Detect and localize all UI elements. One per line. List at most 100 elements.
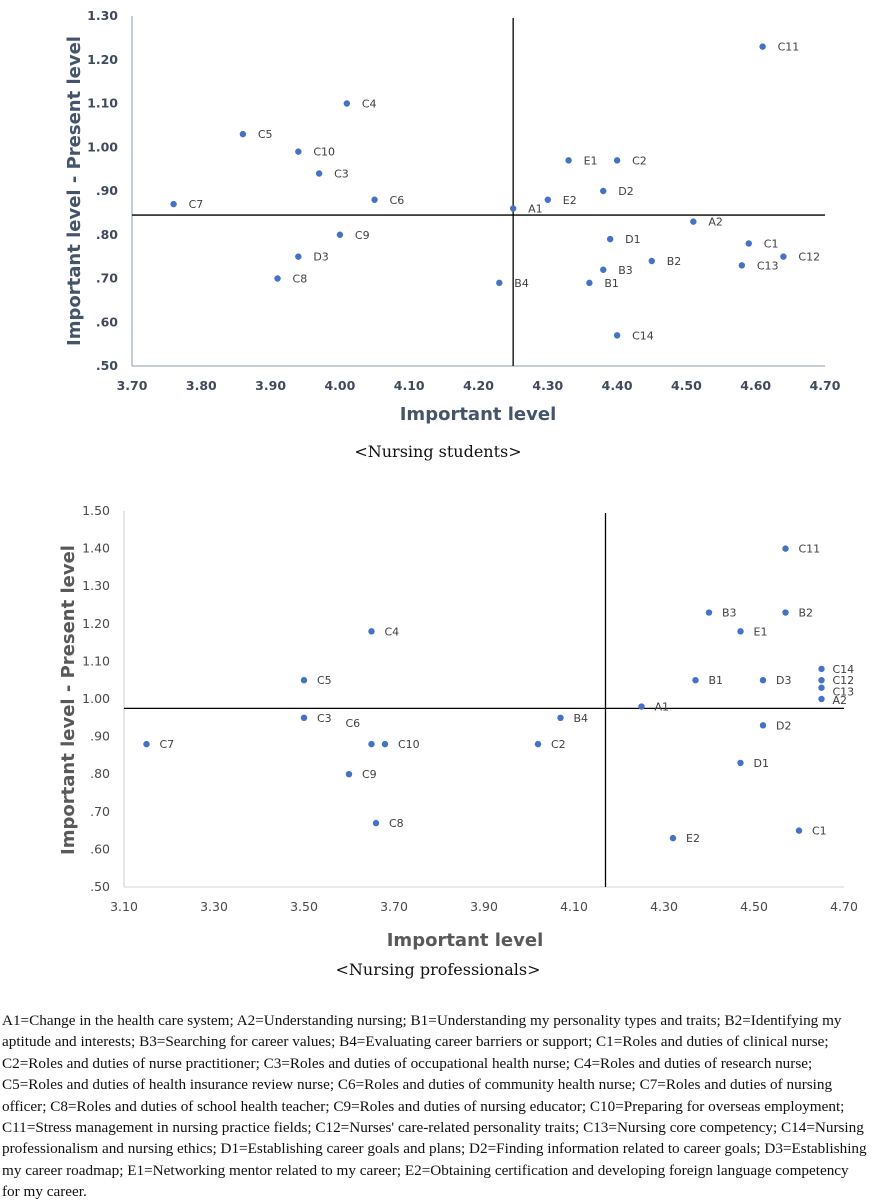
- data-label-c8: C8: [389, 817, 404, 830]
- scatter-chart-nursing-students: Important level - Present level Importan…: [64, 8, 841, 425]
- y-tick-label: 1.50: [82, 503, 110, 518]
- data-point-c3: [300, 714, 308, 721]
- data-point-b1: [586, 279, 593, 287]
- data-point-c11: [782, 545, 789, 552]
- data-label-c11: C11: [778, 41, 800, 54]
- data-label-c2: C2: [551, 738, 566, 751]
- y-tick-label: .70: [96, 271, 118, 286]
- data-point-c11: [759, 43, 766, 50]
- y-tick-label: 1.30: [87, 8, 118, 23]
- data-point-d3: [295, 253, 302, 260]
- y-tick-label: .80: [90, 766, 110, 781]
- data-point-c12: [818, 677, 825, 684]
- y-tick-label: .90: [90, 729, 110, 744]
- data-point-b4: [557, 714, 564, 721]
- data-point-c5: [300, 677, 308, 684]
- data-label-c14: C14: [632, 329, 654, 342]
- y-tick-label: .70: [90, 804, 110, 819]
- chart-caption-professionals: <Nursing professionals>: [335, 960, 541, 979]
- y-tick-label: .50: [90, 879, 110, 894]
- data-point-c1: [745, 240, 752, 247]
- data-label-c4: C4: [385, 625, 400, 638]
- x-tick-label: 4.20: [463, 378, 494, 393]
- data-label-b1: B1: [604, 277, 619, 290]
- y-tick-label: .60: [96, 314, 118, 329]
- data-label-c3: C3: [317, 712, 332, 725]
- data-point-c14: [818, 665, 825, 673]
- data-point-d3: [759, 677, 767, 684]
- data-point-a2: [818, 695, 825, 703]
- x-tick-label: 3.80: [186, 378, 217, 393]
- y-tick-label: .50: [96, 358, 118, 373]
- data-label-c6: C6: [390, 194, 405, 207]
- x-tick-label: 4.30: [532, 378, 563, 393]
- data-point-e1: [565, 157, 572, 164]
- data-point-b1: [692, 677, 699, 684]
- x-tick-label: 4.40: [602, 378, 633, 393]
- data-label-a2: A2: [708, 216, 723, 229]
- data-point-c10: [381, 740, 389, 748]
- data-label-c12: C12: [833, 674, 855, 687]
- y-tick-label: .80: [96, 227, 118, 242]
- data-point-c8: [274, 275, 281, 282]
- data-label-e1: E1: [754, 625, 768, 638]
- data-point-b2: [782, 609, 789, 616]
- data-point-c1: [795, 827, 803, 834]
- data-point-b3: [600, 266, 607, 273]
- data-point-c14: [613, 332, 621, 339]
- x-tick-label: 4.50: [671, 378, 702, 393]
- data-point-c8: [372, 819, 380, 827]
- x-tick-label: 3.10: [110, 899, 138, 914]
- x-tick-label: 4.70: [830, 899, 858, 914]
- data-point-c13: [738, 262, 746, 269]
- data-label-a1: A1: [655, 701, 670, 714]
- data-point-d1: [737, 759, 744, 767]
- data-point-e1: [737, 628, 744, 635]
- data-label-e2: E2: [686, 832, 700, 845]
- chart-caption-students: <Nursing students>: [354, 442, 522, 461]
- y-tick-label: 1.10: [82, 653, 110, 668]
- y-axis-label: Important level - Present level: [64, 36, 85, 346]
- data-point-c12: [780, 253, 787, 260]
- data-label-c9: C9: [355, 229, 370, 242]
- x-tick-label: 4.00: [324, 378, 355, 393]
- data-label-c4: C4: [362, 98, 377, 111]
- data-point-c2: [534, 740, 542, 748]
- x-tick-label: 4.50: [740, 899, 768, 914]
- x-tick-label: 3.70: [117, 378, 148, 393]
- x-tick-label: 3.90: [470, 899, 498, 914]
- data-label-c13: C13: [757, 259, 779, 272]
- data-label-d2: D2: [776, 719, 791, 732]
- data-point-c7: [170, 200, 177, 208]
- y-tick-label: 1.00: [82, 691, 110, 706]
- x-tick-label: 4.70: [810, 378, 841, 393]
- y-tick-label: 1.40: [82, 541, 110, 556]
- data-point-c6: [371, 196, 378, 203]
- data-point-c4: [368, 628, 375, 635]
- x-axis-label: Important level: [387, 930, 544, 951]
- y-tick-label: 1.00: [87, 139, 118, 154]
- data-point-c5: [239, 130, 247, 138]
- data-label-d2: D2: [618, 185, 633, 198]
- data-label-b3: B3: [618, 264, 633, 277]
- data-label-c10: C10: [313, 146, 335, 159]
- data-label-c1: C1: [764, 238, 779, 251]
- abbreviation-footnote: A1=Change in the health care system; A2=…: [2, 1012, 867, 1201]
- x-tick-label: 4.10: [560, 899, 588, 914]
- data-point-c2: [613, 157, 621, 164]
- data-label-a1: A1: [528, 203, 543, 216]
- x-tick-label: 4.60: [740, 378, 771, 393]
- data-point-b4: [496, 279, 503, 287]
- data-label-c3: C3: [334, 168, 349, 181]
- x-axis-label: Important level: [400, 404, 557, 425]
- data-point-b3: [705, 609, 713, 616]
- data-label-b1: B1: [709, 674, 724, 687]
- y-tick-label: 1.20: [87, 52, 118, 67]
- x-tick-label: 3.50: [290, 899, 318, 914]
- data-point-e2: [544, 196, 551, 203]
- y-tick-label: .60: [90, 841, 110, 856]
- data-label-c8: C8: [293, 273, 308, 286]
- data-label-c7: C7: [189, 198, 204, 211]
- data-label-c9: C9: [362, 768, 377, 781]
- data-point-c10: [295, 148, 302, 155]
